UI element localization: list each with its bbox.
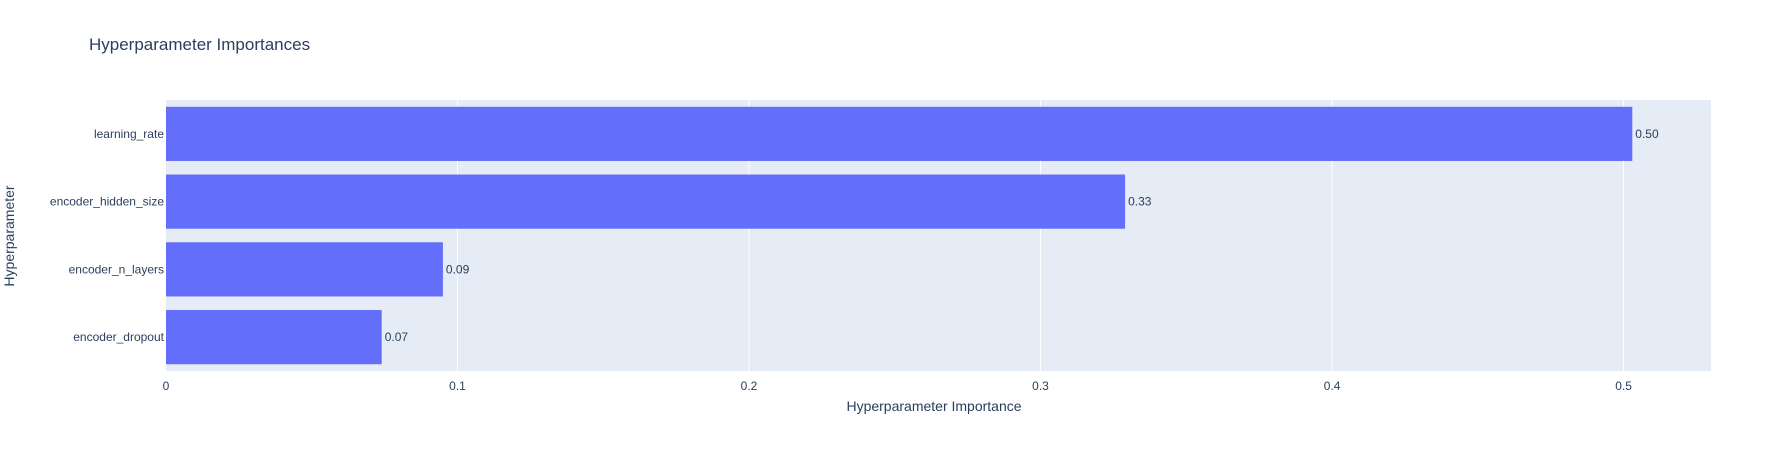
x-tick-label: 0 [163,379,170,393]
bar-learning_rate [166,106,1633,161]
chart-title: Hyperparameter Importances [89,35,310,54]
y-tick-labels: learning_rate encoder_hidden_size encoder_… [50,127,165,344]
x-tick-label: 0.4 [1324,379,1341,393]
x-axis-title: Hyperparameter Importance [846,398,1021,414]
x-tick-label: 0.3 [1032,379,1049,393]
data-label-encoder_hidden_size: 0.33 [1128,195,1152,209]
x-tick-label: 0.2 [741,379,758,393]
data-label-encoder_dropout: 0.07 [385,330,409,344]
x-tick-labels: 0 0.1 0.2 0.3 0.4 0.5 [163,379,1633,393]
data-label-encoder_n_layers: 0.09 [446,262,470,276]
x-tick-label: 0.1 [449,379,466,393]
bar-encoder_n_layers [166,242,443,297]
bars [166,106,1633,365]
data-labels: 0.50 0.33 0.09 0.07 [385,127,1659,344]
bar-encoder_hidden_size [166,174,1126,229]
y-tick-label-encoder_dropout: encoder_dropout [73,330,164,344]
bar-encoder_dropout [166,310,382,365]
y-tick-label-encoder_hidden_size: encoder_hidden_size [50,195,164,209]
data-label-learning_rate: 0.50 [1635,127,1659,141]
y-axis-title: Hyperparameter [1,185,17,286]
y-tick-label-encoder_n_layers: encoder_n_layers [69,262,164,276]
x-tick-label: 0.5 [1615,379,1632,393]
y-tick-label-learning_rate: learning_rate [94,127,164,141]
